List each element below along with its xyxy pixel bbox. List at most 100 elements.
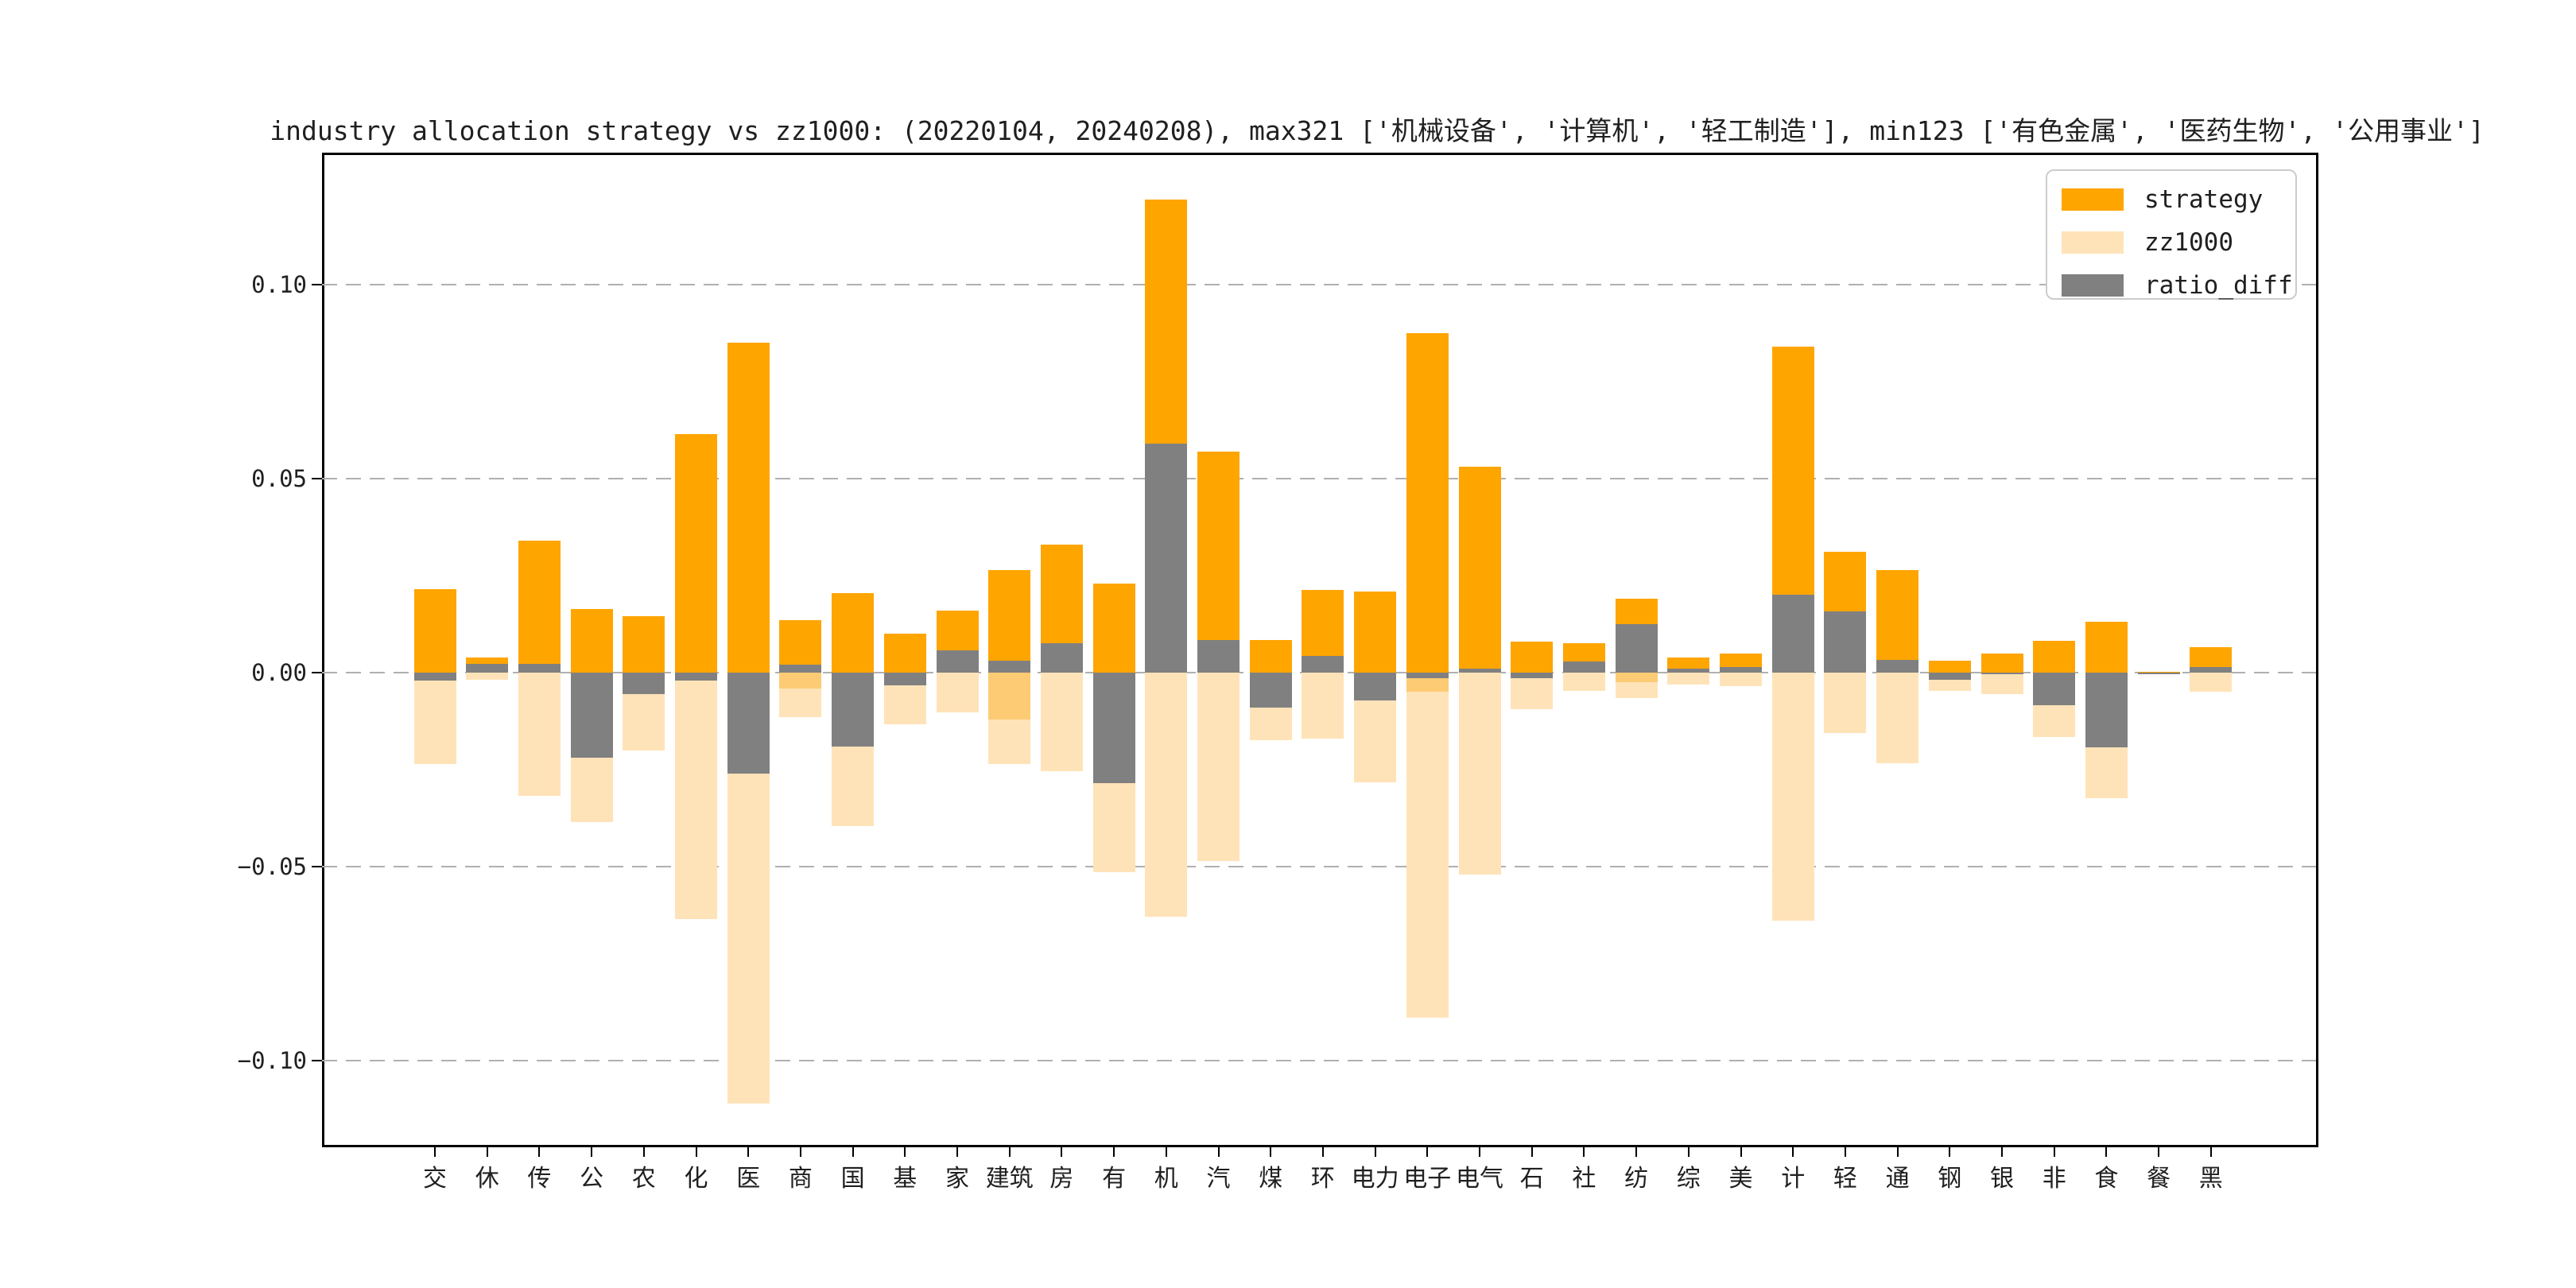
x-axis-tick-label: 公	[580, 1165, 604, 1193]
bar-ratio-diff	[2085, 673, 2128, 747]
bar-zz1000	[1824, 673, 1867, 733]
bar-ratio-diff	[727, 673, 770, 774]
bar-zz1000	[466, 673, 509, 680]
x-axis-tick	[1479, 1147, 1480, 1157]
bar-zz1000	[413, 673, 456, 764]
x-axis-tick-label: 纺	[1624, 1165, 1649, 1193]
x-axis-tick	[1426, 1147, 1429, 1157]
bar-ratio-diff	[1145, 444, 1188, 673]
bar-zz1000	[1980, 673, 2023, 694]
bar-ratio-diff	[1928, 673, 1971, 680]
x-axis-tick-label: 非	[2042, 1165, 2066, 1193]
bar-strategy	[413, 589, 456, 673]
bar-zz1000	[1562, 673, 1605, 692]
x-axis-tick	[956, 1147, 958, 1157]
y-axis-tick	[312, 672, 322, 673]
bar-ratio-diff	[1615, 624, 1658, 673]
legend-label: ratio_diff	[2144, 271, 2293, 300]
x-axis-tick	[1374, 1147, 1376, 1157]
x-axis-tick	[1217, 1147, 1220, 1157]
bar-strategy	[2085, 621, 2128, 673]
bar-zz1000	[1771, 673, 1814, 921]
bar-strategy	[1092, 583, 1135, 673]
x-axis-tick-label: 有	[1102, 1165, 1127, 1193]
bar-ratio-diff	[1354, 673, 1397, 701]
bar-ratio-diff	[675, 673, 717, 681]
x-axis-tick-label: 轻	[1833, 1165, 1857, 1193]
x-axis-tick-label: 通	[1885, 1165, 1910, 1193]
x-axis-tick-label: 食	[2094, 1165, 2119, 1193]
x-axis-tick-label: 电气	[1456, 1165, 1503, 1193]
legend-swatch-strategy	[2062, 188, 2124, 211]
x-axis-tick	[799, 1147, 801, 1157]
x-axis-tick	[695, 1147, 697, 1157]
x-axis-tick	[2001, 1147, 2003, 1157]
x-axis-tick	[1583, 1147, 1585, 1157]
bar-zz1000	[1406, 673, 1449, 1018]
x-axis-tick-label: 商	[788, 1165, 813, 1193]
bar-ratio-diff	[466, 664, 509, 673]
x-axis-tick-label: 基	[893, 1165, 918, 1193]
x-axis-tick-label: 传	[527, 1165, 552, 1193]
bar-strategy	[675, 433, 717, 673]
y-axis-tick-label: 0.00	[251, 659, 307, 686]
bar-strategy	[1406, 333, 1449, 673]
x-axis-tick-label: 电子	[1403, 1165, 1452, 1193]
x-axis-tick-label: 餐	[2147, 1165, 2171, 1193]
bar-ratio-diff	[1667, 669, 1710, 673]
bar-ratio-diff	[518, 663, 561, 673]
bar-strategy	[1980, 653, 2023, 673]
bar-strategy	[1458, 467, 1501, 673]
x-axis-tick-label: 美	[1728, 1165, 1753, 1193]
x-axis-tick	[1740, 1147, 1742, 1157]
bar-ratio-diff	[1980, 673, 2023, 675]
x-axis-tick-label: 化	[684, 1165, 708, 1193]
x-axis-tick-label: 石	[1519, 1165, 1544, 1193]
legend-item: strategy	[2047, 185, 2295, 214]
axis-spine-left	[322, 153, 324, 1147]
bar-zz1000	[675, 673, 717, 919]
x-axis-tick	[1321, 1147, 1324, 1157]
y-axis-tick-label: −0.05	[237, 853, 307, 880]
bar-strategy	[727, 343, 770, 673]
gridline	[322, 866, 2316, 867]
bar-strategy	[2033, 641, 2076, 673]
bar-ratio-diff	[1458, 669, 1501, 673]
bar-ratio-diff	[413, 673, 456, 681]
bar-zz1000	[1197, 673, 1240, 861]
x-axis-tick-label: 银	[1990, 1165, 2014, 1193]
x-axis-tick	[1844, 1147, 1846, 1157]
x-axis-tick	[486, 1147, 488, 1157]
x-axis-tick-label: 计	[1781, 1165, 1806, 1193]
bar-strategy	[1928, 661, 1971, 673]
bar-strategy	[1354, 591, 1397, 673]
axis-spine-top	[322, 153, 2318, 155]
x-axis-tick-label: 医	[736, 1165, 761, 1193]
x-axis-tick	[747, 1147, 750, 1157]
bar-zz1000	[936, 673, 979, 712]
bar-zz1000	[2190, 673, 2233, 692]
bar-ratio-diff	[570, 673, 613, 758]
bar-strategy	[623, 616, 665, 673]
y-axis-tick	[312, 478, 322, 479]
bar-strategy	[779, 620, 822, 673]
bar-zz1000	[1667, 673, 1710, 685]
x-axis-tick	[1270, 1147, 1272, 1157]
bar-ratio-diff	[2033, 673, 2076, 705]
x-axis-tick-label: 社	[1572, 1165, 1596, 1193]
legend-label: strategy	[2144, 185, 2264, 214]
gridline	[322, 478, 2316, 479]
x-axis-tick	[852, 1147, 854, 1157]
bar-strategy	[832, 593, 875, 673]
bar-ratio-diff	[936, 650, 979, 673]
bar-ratio-diff	[1040, 643, 1083, 673]
x-axis-tick-label: 国	[840, 1165, 865, 1193]
bar-ratio-diff	[623, 673, 665, 694]
x-axis-tick-label: 农	[631, 1165, 656, 1193]
bar-strategy	[883, 634, 926, 673]
bar-ratio-diff	[1562, 661, 1605, 673]
x-axis-tick-label: 煤	[1259, 1165, 1283, 1193]
x-axis-tick-label: 钢	[1938, 1165, 1962, 1193]
bar-strategy	[2137, 672, 2180, 673]
x-axis-tick	[434, 1147, 436, 1157]
